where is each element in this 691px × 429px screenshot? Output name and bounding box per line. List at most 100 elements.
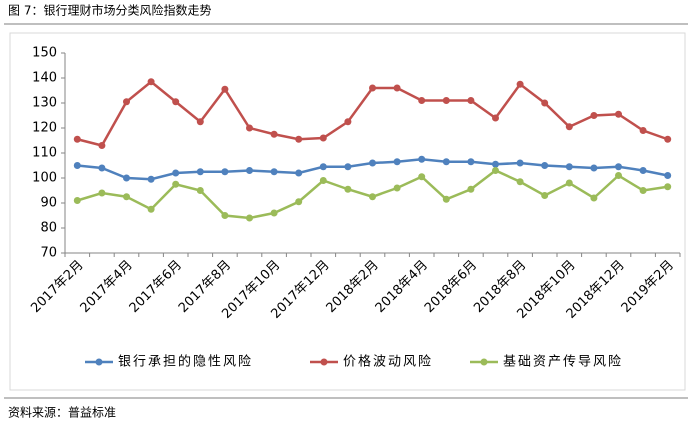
page-title: 图 7：银行理财市场分类风险指数走势: [8, 3, 211, 18]
point: [98, 164, 106, 172]
point: [442, 97, 450, 104]
x-tick-label: 2018年4月: [373, 258, 431, 316]
point: [492, 114, 499, 122]
legend-label: 价格波动风险: [343, 354, 433, 370]
point: [270, 209, 278, 217]
point: [295, 135, 303, 143]
point: [147, 78, 155, 86]
x-tick-label: 2018年6月: [422, 258, 480, 316]
point: [98, 142, 106, 149]
legend-marker: [95, 358, 103, 366]
point: [344, 185, 352, 193]
point: [221, 85, 229, 93]
point: [270, 130, 278, 138]
point: [590, 194, 598, 202]
point: [295, 169, 303, 177]
legend-label: 基础资产传导风险: [503, 355, 623, 370]
x-tick-label: 2018年2月: [324, 258, 382, 316]
point: [442, 195, 450, 203]
point: [196, 168, 204, 176]
point: [319, 163, 327, 171]
y-tick-label: 120: [32, 121, 57, 136]
point: [467, 185, 475, 193]
point: [344, 118, 352, 126]
point: [123, 193, 130, 201]
point: [418, 173, 426, 181]
y-tick-label: 150: [32, 46, 57, 61]
y-tick-label: 130: [32, 96, 57, 111]
point: [73, 197, 81, 204]
point: [123, 174, 130, 182]
legend-marker: [320, 358, 328, 366]
point: [664, 183, 672, 191]
point: [639, 167, 647, 174]
point: [541, 99, 549, 107]
point: [590, 112, 598, 119]
point: [172, 169, 180, 177]
point: [516, 159, 524, 167]
point: [615, 172, 622, 179]
y-tick-label: 110: [32, 146, 57, 161]
point: [319, 177, 327, 184]
point: [221, 212, 229, 219]
source: 资料来源：普益标准: [8, 406, 116, 420]
x-tick-label: 2017年2月: [28, 258, 86, 316]
point: [196, 187, 204, 194]
point: [418, 97, 426, 104]
point: [516, 80, 524, 88]
point: [172, 98, 180, 106]
point: [369, 84, 376, 92]
legend-marker: [480, 358, 488, 366]
point: [442, 158, 450, 166]
x-tick-label: 2017年4月: [78, 258, 136, 316]
x-tick-label: 2019年2月: [619, 258, 677, 316]
point: [270, 168, 278, 176]
y-tick-label: 140: [32, 71, 57, 86]
point: [541, 192, 549, 199]
point: [516, 178, 524, 186]
point: [221, 168, 229, 176]
point: [664, 135, 672, 143]
y-tick-label: 90: [40, 196, 57, 211]
point: [664, 172, 672, 179]
point: [393, 158, 401, 166]
point: [295, 198, 303, 206]
point: [492, 160, 499, 168]
point: [467, 158, 475, 166]
point: [590, 164, 598, 172]
point: [639, 127, 647, 134]
point: [541, 162, 549, 169]
point: [246, 214, 253, 222]
point: [565, 163, 573, 171]
point: [369, 159, 376, 167]
point: [369, 193, 376, 201]
point: [73, 135, 81, 143]
point: [639, 187, 647, 194]
point: [492, 167, 499, 174]
point: [615, 110, 622, 118]
y-tick-label: 80: [40, 221, 57, 236]
y-tick-label: 100: [32, 171, 57, 186]
point: [147, 175, 155, 183]
point: [73, 162, 81, 169]
legend-label: 银行承担的隐性风险: [118, 354, 253, 370]
point: [393, 184, 401, 192]
point: [319, 134, 327, 142]
point: [344, 163, 352, 171]
point: [196, 118, 204, 126]
point: [467, 97, 475, 104]
point: [98, 189, 106, 197]
y-tick-label: 70: [40, 246, 57, 261]
point: [393, 84, 401, 92]
point: [615, 163, 622, 171]
point: [565, 123, 573, 131]
point: [246, 167, 253, 174]
point: [172, 180, 180, 188]
chart-frame: [9, 32, 686, 391]
point: [565, 179, 573, 187]
point: [246, 124, 253, 132]
point: [418, 155, 426, 163]
x-tick-label: 2017年6月: [127, 258, 185, 316]
point: [147, 205, 155, 213]
